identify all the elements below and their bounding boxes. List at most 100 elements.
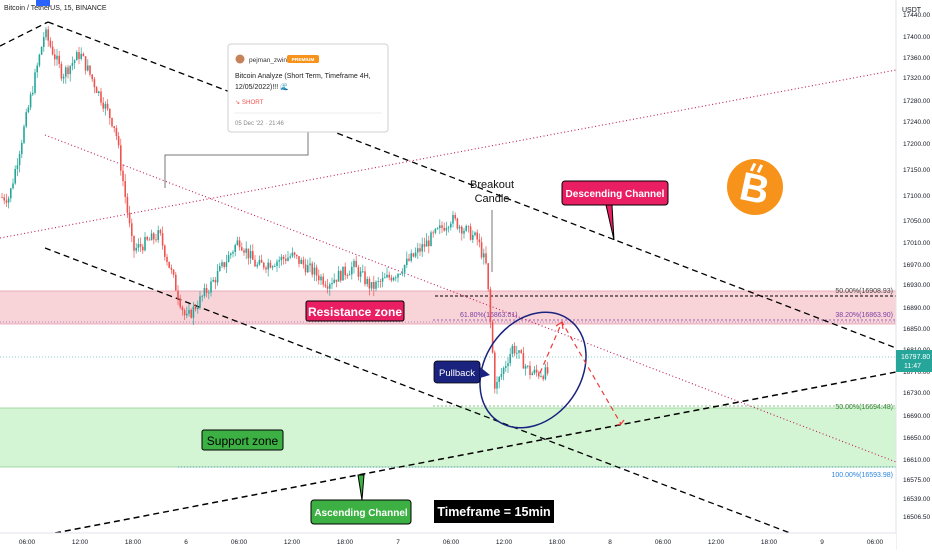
candle-body [346, 275, 349, 277]
candle-body [278, 260, 280, 262]
candle-body [535, 369, 538, 373]
candle-body [21, 142, 23, 155]
price-tick: 16730.00 [903, 390, 930, 397]
candle-body [194, 306, 197, 310]
price-tick: 17150.00 [903, 167, 930, 174]
candle-body [368, 278, 371, 289]
candle-body [179, 298, 181, 308]
candle-body [40, 46, 43, 55]
candle-body [117, 136, 120, 146]
premium-badge [287, 55, 319, 63]
candle-body [225, 262, 228, 267]
idea-title-line1[interactable]: Bitcoin Analyze (Short Term, Timeframe 4… [235, 73, 371, 80]
candle-body [135, 247, 137, 251]
time-tick: 12:00 [284, 539, 301, 546]
candle-body [527, 365, 529, 367]
candle-body [247, 248, 250, 259]
candle-body [520, 350, 522, 354]
candle-body [436, 228, 439, 229]
idea-card[interactable]: pejman_zwin PREMIUM Bitcoin Analyze (Sho… [227, 43, 389, 133]
candle-body [505, 366, 507, 368]
candle-body [344, 266, 346, 276]
time-axis[interactable]: 06:00 12:00 18:00 6 06:00 12:00 18:00 7 06:00 12:… [0, 532, 896, 550]
candle-body [216, 271, 219, 283]
descending-channel-label: Descending Channel [561, 180, 669, 241]
candle-body [540, 376, 542, 378]
candle-body [166, 256, 168, 262]
candle-body [148, 239, 151, 241]
candle-body [388, 274, 390, 278]
candle-body [168, 261, 170, 268]
candle-body [410, 253, 412, 261]
candle-body [10, 188, 12, 199]
candle-body [12, 183, 14, 189]
time-tick: 06:00 [655, 539, 672, 546]
candle-body [139, 244, 142, 247]
candle-body [401, 272, 404, 274]
resistance-zone-label: Resistance zone [305, 300, 405, 322]
candle-body [287, 257, 289, 261]
candle-body [296, 254, 298, 257]
candle-body [280, 256, 283, 261]
currency-label: USDT [902, 7, 922, 14]
candle-body [221, 262, 223, 267]
descending-channel-upper-line [47, 21, 897, 349]
time-tick: 12:00 [72, 539, 89, 546]
candle-body [412, 253, 415, 257]
idea-title-line2[interactable]: 12/05/2022)!!! 🌊 [235, 82, 289, 91]
upper-dotted-trendline [0, 69, 897, 239]
candle-body [392, 277, 395, 281]
candle-body [362, 271, 364, 273]
candle-body [76, 52, 78, 61]
candle-body [353, 260, 355, 267]
ascending-channel-label: Ascending Channel [310, 474, 412, 525]
candle-body [102, 102, 104, 109]
candle-body [170, 267, 173, 270]
candle-body [212, 279, 214, 282]
time-tick: 6 [184, 539, 188, 546]
candle-body [201, 295, 203, 297]
candle-body [69, 65, 71, 75]
support-zone-text: Support zone [207, 434, 279, 448]
time-ticks: 06:00 12:00 18:00 6 06:00 12:00 18:00 7 06:00 12:… [19, 539, 884, 546]
candle-body [47, 29, 49, 41]
candle-body [454, 215, 456, 219]
candle-body [5, 200, 8, 203]
candle-body [56, 55, 58, 60]
symbol-title[interactable]: Bitcoin / TetherUS, 15, BINANCE [4, 5, 107, 12]
candle-body [461, 226, 463, 234]
candle-body [1, 197, 3, 199]
author-name[interactable]: pejman_zwin [249, 57, 287, 64]
candle-body [414, 252, 417, 257]
candle-body [45, 29, 47, 38]
candle-body [43, 37, 45, 47]
tradingview-logo-icon [36, 0, 50, 6]
time-tick: 9 [820, 539, 824, 546]
candle-body [472, 235, 474, 240]
candle-body [502, 367, 505, 374]
candle-body [183, 310, 186, 316]
price-axis[interactable]: USDT 17440.00 17400.00 17360.00 17320.00 172… [895, 0, 932, 550]
candle-body [104, 103, 107, 109]
time-tick: 18:00 [761, 539, 778, 546]
premium-badge-text: PREMIUM [292, 57, 315, 63]
candle-body [236, 240, 239, 246]
candle-body [234, 245, 236, 252]
candle-body [14, 169, 16, 184]
candle-body [199, 296, 201, 308]
price-tick: 17010.00 [903, 240, 930, 247]
candle-body [38, 54, 41, 66]
candle-body [373, 282, 375, 289]
candle-body [357, 267, 360, 277]
candle-body [84, 56, 87, 71]
candle-body [494, 352, 496, 389]
candle-body [87, 65, 89, 71]
candle-body [25, 112, 27, 127]
candle-body [93, 79, 96, 88]
idea-card-connector [164, 132, 309, 188]
candle-body [100, 91, 102, 103]
last-price: 16797.80 [901, 354, 930, 361]
candle-body [243, 250, 245, 253]
